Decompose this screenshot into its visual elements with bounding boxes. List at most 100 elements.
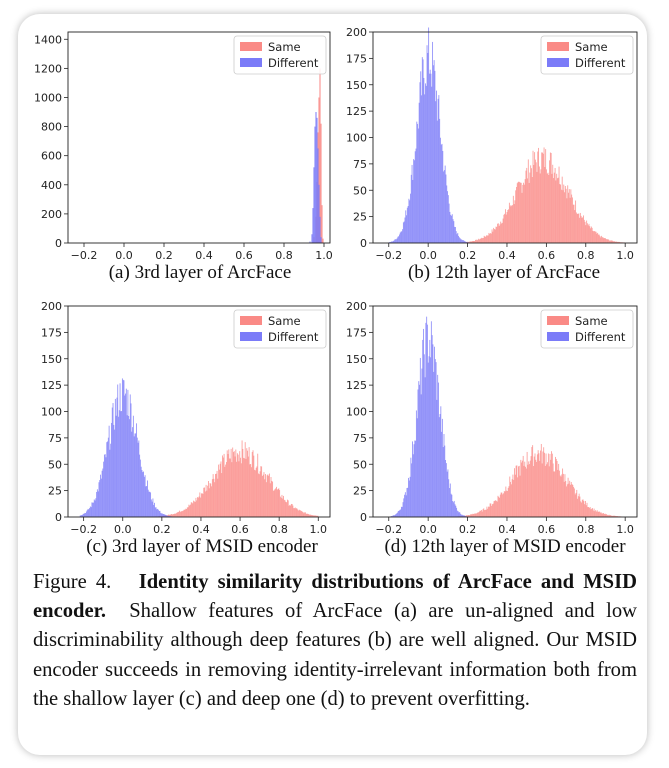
hist-bar [489,233,491,243]
hist-bar [499,494,501,517]
hist-bar [123,380,125,517]
hist-bar [315,112,317,243]
hist-bar [106,442,108,517]
legend-label-different: Different [268,330,319,344]
hist-bar [196,500,198,517]
hist-bar [446,471,448,517]
legend-swatch-different [547,58,569,67]
hist-bar [251,452,253,517]
hist-bar [447,469,449,517]
hist-bar [158,511,160,517]
hist-bar [319,216,321,243]
hist-bar [591,227,593,243]
hist-bar [209,483,211,517]
hist-bar [113,424,115,517]
hist-bar [400,231,402,243]
y-tick-label: 800 [41,121,62,134]
hist-bar [417,123,419,243]
hist-bar [254,470,256,517]
hist-bar [176,512,178,517]
hist-bar [501,222,503,243]
legend-swatch-same [240,316,262,325]
hist-bar [496,226,498,243]
hist-bar [558,470,560,517]
hist-bar [400,506,402,517]
hist-bar [594,231,596,243]
y-tick-label: 100 [346,132,367,145]
hist-bar [513,204,515,243]
hist-bar [538,453,540,517]
hist-bar [519,182,521,243]
hist-bar [391,241,393,243]
hist-bar [518,466,519,517]
hist-bar [438,95,440,243]
hist-bar [586,223,588,243]
hist-bar [570,189,572,243]
hist-bar [494,229,496,243]
hist-bar [441,418,443,517]
hist-bar [127,389,129,517]
hist-bar [507,487,509,517]
hist-bar [318,97,320,243]
hist-bar [298,509,300,517]
hist-bar [478,239,480,243]
hist-bar [432,41,434,243]
hist-bar [425,322,427,517]
hist-bar [424,377,426,517]
hist-bar [577,213,579,243]
hist-bar [417,389,419,517]
hist-bar [405,210,407,243]
hist-bar [445,174,447,243]
hist-bar [461,239,463,243]
hist-bar [309,241,311,243]
hist-bar [544,452,545,517]
hist-bar [603,513,605,517]
hist-bar [304,512,306,517]
hist-bar [265,474,266,517]
hist-bar [601,237,603,243]
hist-bar [563,184,565,243]
y-tick-label: 150 [346,353,367,366]
hist-bar [287,500,289,517]
hist-bar [252,450,254,517]
hist-bar [174,513,176,517]
hist-bar [142,472,144,517]
hist-bar [168,516,170,517]
x-tick-label: 1.0 [616,523,634,536]
hist-bar [272,481,274,517]
hist-bar [585,505,587,517]
hist-bar [442,150,444,243]
hist-bar [565,480,567,517]
hist-bar [101,470,103,517]
hist-bar [146,486,148,517]
y-tick-label: 200 [346,26,367,39]
hist-bar [412,179,414,243]
hist-bar [434,359,436,517]
hist-bar [472,513,474,517]
hist-bar [430,73,432,243]
hist-bar [454,227,456,243]
hist-bar [455,231,457,243]
hist-bar [483,508,485,517]
x-tick-label: 0.8 [275,249,293,262]
hist-bar [116,397,118,517]
hist-bar [213,478,215,517]
y-tick-label: 1200 [34,62,62,75]
hist-bar [86,510,88,517]
hist-bar [567,477,569,517]
hist-bar [303,513,305,517]
hist-bar [210,483,212,517]
hist-bar [517,477,519,517]
hist-bar [262,474,264,517]
hist-bar [573,488,575,517]
hist-bar [503,491,505,517]
hist-bar [392,241,394,243]
hist-bar [508,202,510,243]
hist-bar [271,480,273,517]
hist-bar [530,165,532,243]
x-tick-label: 0.2 [459,523,477,536]
hist-bar [577,496,579,517]
hist-bar [594,511,596,517]
hist-bar [96,491,98,517]
y-tick-label: 1400 [34,33,62,46]
